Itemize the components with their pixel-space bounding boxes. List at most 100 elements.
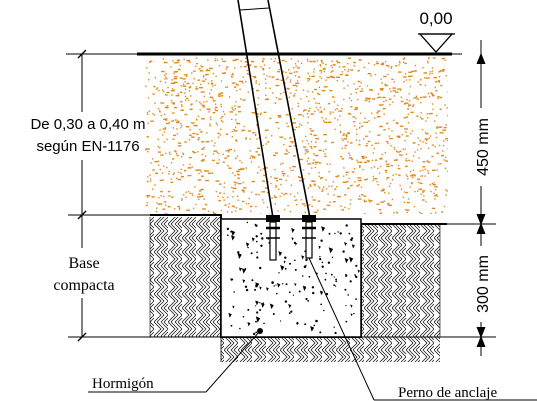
aggregate-particle <box>348 232 351 235</box>
sand-grain <box>170 181 174 183</box>
sand-grain <box>408 105 410 107</box>
sand-grain <box>359 122 361 125</box>
sand-grain <box>212 72 215 75</box>
sand-grain <box>398 60 401 63</box>
sand-grain <box>314 110 316 113</box>
sand-grain <box>306 58 309 61</box>
sand-grain <box>380 104 384 106</box>
sand-grain <box>184 74 188 76</box>
aggregate-particle <box>321 261 324 264</box>
sand-grain <box>376 61 378 63</box>
sand-grain <box>285 179 287 182</box>
sand-grain <box>363 200 367 203</box>
sand-grain <box>235 126 237 128</box>
sand-grain <box>343 98 345 101</box>
sand-grain <box>201 66 204 68</box>
sand-grain <box>390 165 393 167</box>
sand-grain <box>235 114 237 116</box>
sand-grain <box>249 138 251 140</box>
sand-grain <box>403 201 405 203</box>
sand-grain <box>242 181 245 184</box>
aggregate-particle <box>344 242 347 246</box>
sand-grain <box>217 93 221 96</box>
sand-grain <box>206 100 208 103</box>
sand-grain <box>355 117 357 120</box>
sand-grain <box>324 140 327 142</box>
sand-grain <box>375 62 379 65</box>
sand-grain <box>191 166 193 168</box>
sand-grain <box>231 130 233 133</box>
sand-grain <box>357 70 359 72</box>
sand-grain <box>168 195 171 197</box>
sand-grain <box>411 160 413 162</box>
sand-grain <box>148 110 150 112</box>
sand-grain <box>387 142 389 145</box>
sand-grain <box>180 176 184 178</box>
sand-grain <box>217 132 220 135</box>
aggregate-particle <box>260 232 263 235</box>
sand-grain <box>200 83 202 86</box>
sand-grain <box>250 155 253 157</box>
sand-grain <box>320 72 323 74</box>
sand-grain <box>207 73 209 76</box>
sand-grain <box>424 168 426 170</box>
sand-grain <box>373 64 376 66</box>
sand-grain <box>157 160 160 163</box>
sand-grain <box>195 203 197 206</box>
sand-grain <box>187 126 190 128</box>
sand-grain <box>434 198 436 200</box>
sand-grain <box>203 101 205 103</box>
sand-grain <box>405 165 408 168</box>
sand-grain <box>301 203 306 205</box>
sand-grain <box>254 134 257 137</box>
aggregate-particle <box>256 256 259 259</box>
sand-grain <box>287 76 289 78</box>
sand-grain <box>199 128 201 131</box>
sand-grain <box>369 131 371 133</box>
sand-grain <box>212 98 214 100</box>
sand-grain <box>403 117 406 119</box>
aggregate-particle <box>227 234 229 236</box>
sand-grain <box>431 72 433 75</box>
sand-grain <box>322 62 324 64</box>
sand-grain <box>223 186 225 188</box>
sand-grain <box>185 196 187 198</box>
sand-grain <box>253 157 256 159</box>
sand-grain <box>289 210 292 213</box>
sand-grain <box>265 143 267 145</box>
sand-grain <box>238 177 240 179</box>
sand-grain <box>147 113 149 115</box>
sand-grain <box>253 76 257 79</box>
sand-grain <box>166 213 168 214</box>
sand-grain <box>218 152 220 155</box>
sand-grain <box>446 190 448 192</box>
sand-grain <box>231 186 233 189</box>
sand-grain <box>180 127 182 129</box>
sand-grain <box>270 176 272 178</box>
sand-grain <box>376 112 379 114</box>
sand-grain <box>231 136 233 138</box>
sand-grain <box>418 157 420 159</box>
aggregate-particle <box>238 267 242 272</box>
sand-grain <box>408 93 410 95</box>
sand-grain <box>348 152 350 154</box>
sand-grain <box>334 108 337 111</box>
sand-grain <box>292 84 297 87</box>
aggregate-particle <box>324 278 327 281</box>
sand-grain <box>352 121 356 123</box>
sand-grain <box>405 116 408 118</box>
sand-grain <box>323 70 325 73</box>
sand-grain <box>166 138 168 141</box>
sand-grain <box>341 158 345 160</box>
sand-grain <box>413 104 415 106</box>
sand-grain <box>296 80 299 82</box>
sand-grain <box>237 106 241 108</box>
sand-grain <box>331 70 334 72</box>
sand-grain <box>297 192 299 194</box>
sand-grain <box>259 169 262 172</box>
sand-grain <box>215 190 217 193</box>
sand-grain <box>210 89 212 91</box>
sand-grain <box>402 58 405 60</box>
aggregate-particle <box>328 247 334 254</box>
sand-grain <box>197 139 200 141</box>
